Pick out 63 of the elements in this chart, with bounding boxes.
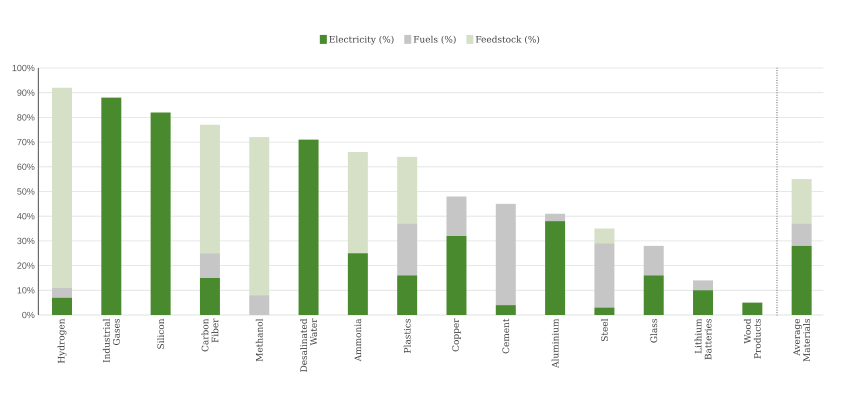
bar [200,124,220,254]
bar [792,246,812,315]
x-tick-label: Average Materials [793,318,810,362]
bar [742,302,762,315]
bar [792,179,812,224]
y-tick-label: 50% [17,188,34,195]
bar [644,246,664,276]
bar [446,236,466,315]
y-tick-label: 10% [18,287,34,294]
y-tick-label: 0% [22,312,34,318]
x-tick-label: Hydrogen [58,318,66,364]
bar [594,228,614,244]
bar [348,253,368,315]
bar [52,88,72,288]
x-tick-label: Wood Products [744,318,761,358]
y-tick-label: 80% [17,114,34,121]
bar [150,112,171,315]
x-tick-label: Desalinated Water [300,318,318,372]
bar [397,156,418,224]
bar [693,280,714,290]
bar [446,196,466,236]
bar [397,224,418,276]
x-tick-label: Silicon [157,318,164,349]
x-tick-label: Carbon Fiber [201,318,218,352]
x-tick-label: Cement [502,318,510,354]
bar [644,275,664,315]
bar [545,214,566,222]
legend-label: Fuels (%) [414,36,456,44]
bar [496,204,516,306]
y-tick-label: 100% [12,64,34,72]
legend-label: Feedstock (%) [476,36,540,44]
x-tick-label: Ammonia [354,318,362,362]
bar [200,253,220,278]
legend-label: Electricity (%) [329,36,394,45]
x-tick-label: Copper [452,318,461,352]
x-tick-label: Lithium Batteries [694,318,712,360]
bar [52,288,72,298]
x-tick-label: Plastics [404,318,411,353]
bar [594,243,614,308]
bar [693,290,714,315]
bar [594,308,614,315]
bar [298,140,319,315]
bar [249,137,270,296]
bar [397,275,418,315]
bar [101,98,122,315]
bar [249,295,270,315]
bar [496,305,516,315]
y-tick-label: 60% [17,164,34,170]
x-tick-label: Steel [600,318,608,341]
y-tick-label: 20% [17,262,34,269]
bar [52,298,72,315]
y-tick-label: 90% [17,90,34,96]
x-tick-label: Industrial Gases [102,318,120,362]
bar [200,278,220,315]
x-tick-label: Glass [650,318,658,343]
y-tick-label: 30% [17,238,34,244]
x-tick-label: Methanol [256,318,263,362]
bar [545,221,566,315]
y-tick-label: 70% [17,138,34,146]
x-tick-label: Aluminium [552,318,559,368]
bar [792,224,812,246]
bar [348,152,368,254]
y-tick-label: 40% [17,213,34,220]
